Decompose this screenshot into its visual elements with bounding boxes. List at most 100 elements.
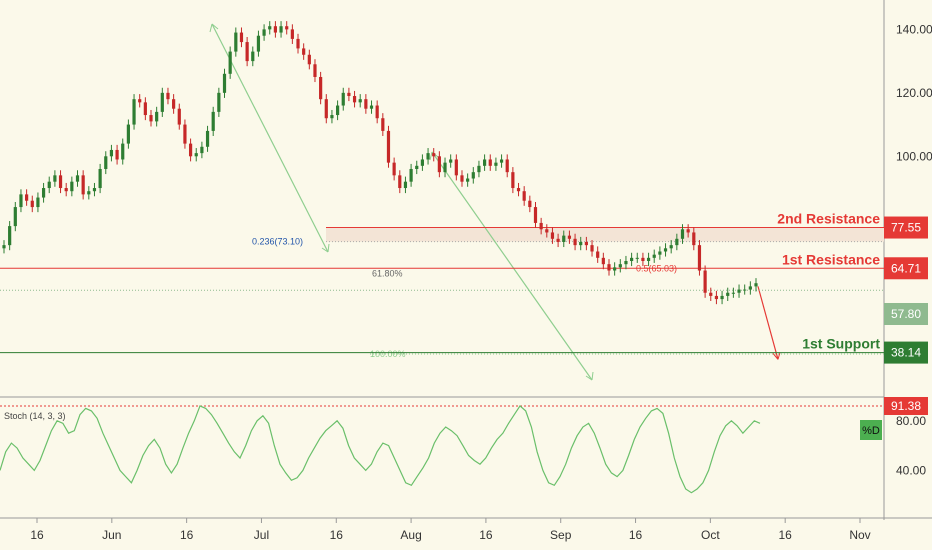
overbought-tag-bg	[884, 397, 928, 415]
time-tick-label: Sep	[550, 528, 572, 542]
candle-body	[550, 232, 555, 239]
price-tick-label: 120.00	[896, 86, 932, 100]
candle-body	[584, 241, 588, 246]
candle-body	[449, 159, 453, 163]
candle-body	[132, 99, 136, 125]
time-tick-label: 16	[180, 528, 194, 542]
candle-body	[47, 181, 51, 189]
fib-arrow	[431, 151, 593, 381]
level-tag: 64.71	[891, 261, 921, 275]
fib-arrow-head	[585, 371, 594, 381]
candle-body	[663, 248, 668, 252]
candle-body	[19, 194, 23, 208]
candle-body	[352, 96, 357, 103]
candle-body	[217, 92, 221, 112]
current-price-tag-bg	[884, 303, 928, 325]
candle-body	[313, 64, 317, 77]
candle-body	[658, 251, 662, 255]
candle-body	[109, 149, 114, 157]
candle-body	[92, 188, 97, 192]
candle-body	[646, 257, 651, 262]
time-tick-label: 16	[479, 528, 493, 542]
level-tag-bg	[884, 216, 928, 239]
level-tag-bg	[884, 257, 928, 280]
candle-body	[516, 188, 521, 192]
candle-body	[324, 99, 328, 119]
time-tick-label: 16	[779, 528, 793, 542]
candle-body	[121, 143, 125, 160]
candle-body	[262, 29, 266, 36]
time-tick-label: 16	[30, 528, 44, 542]
candle-body	[680, 229, 685, 239]
candle-body	[70, 181, 74, 192]
candle-body	[347, 92, 351, 97]
percent-d-legend-bg	[860, 420, 882, 440]
candle-body	[488, 159, 492, 166]
oscillator-tick-label: 80.00	[896, 414, 926, 428]
candle-body	[471, 172, 475, 179]
candle-body	[392, 162, 396, 176]
candle-body	[415, 165, 419, 169]
candle-body	[483, 159, 487, 166]
candle-body	[279, 26, 283, 33]
candle-body	[256, 35, 261, 52]
candle-body	[386, 130, 391, 163]
candle-body	[703, 270, 707, 293]
candle-body	[364, 99, 368, 109]
candle-body	[494, 162, 498, 166]
candle-body	[75, 175, 80, 182]
candle-body	[432, 153, 436, 157]
candle-body	[138, 99, 142, 103]
candle-body	[748, 286, 752, 290]
candle-body	[454, 159, 458, 176]
candle-body	[155, 111, 159, 122]
candle-body	[290, 29, 294, 39]
candle-body	[675, 238, 679, 246]
price-tick-label: 140.00	[896, 22, 932, 36]
candle-body	[358, 99, 362, 103]
resistance-band	[326, 227, 884, 242]
candle-body	[697, 245, 702, 271]
candle-body	[567, 235, 572, 239]
candle-body	[177, 108, 181, 125]
fib-label: 0.236(73.10)	[252, 237, 303, 247]
candle-body	[341, 92, 345, 106]
time-tick-label: 16	[330, 528, 344, 542]
candle-body	[87, 191, 91, 195]
candle-body	[737, 289, 741, 293]
candle-body	[205, 130, 210, 147]
candle-body	[714, 295, 719, 300]
current-price-tag: 57.80	[891, 307, 921, 321]
candle-body	[149, 115, 153, 122]
candle-body	[709, 292, 713, 296]
candle-body	[726, 292, 730, 296]
candle-body	[194, 153, 198, 157]
candle-body	[30, 200, 34, 208]
candle-body	[539, 222, 543, 230]
price-tick-label: 100.00	[896, 149, 932, 163]
fib-label: 61.80%	[372, 268, 403, 278]
candle-body	[618, 264, 622, 268]
candle-body	[545, 229, 549, 233]
candle-body	[686, 229, 690, 233]
candle-body	[426, 153, 430, 160]
candle-body	[635, 257, 639, 259]
level-label: 2nd Resistance	[777, 211, 880, 227]
candle-body	[53, 175, 57, 182]
candle-body	[601, 257, 605, 265]
candle-body	[652, 254, 656, 258]
candle-body	[115, 149, 119, 160]
candle-body	[222, 73, 227, 93]
candle-body	[302, 48, 306, 55]
candle-body	[692, 232, 696, 246]
candle-body	[160, 92, 164, 112]
candle-body	[466, 178, 470, 182]
candle-body	[743, 289, 747, 291]
candle-body	[613, 267, 617, 271]
level-label: 1st Support	[802, 336, 880, 352]
candle-body	[590, 245, 594, 252]
candle-body	[268, 26, 272, 30]
percent-d-legend: %D	[862, 425, 880, 437]
candle-body	[166, 92, 170, 100]
